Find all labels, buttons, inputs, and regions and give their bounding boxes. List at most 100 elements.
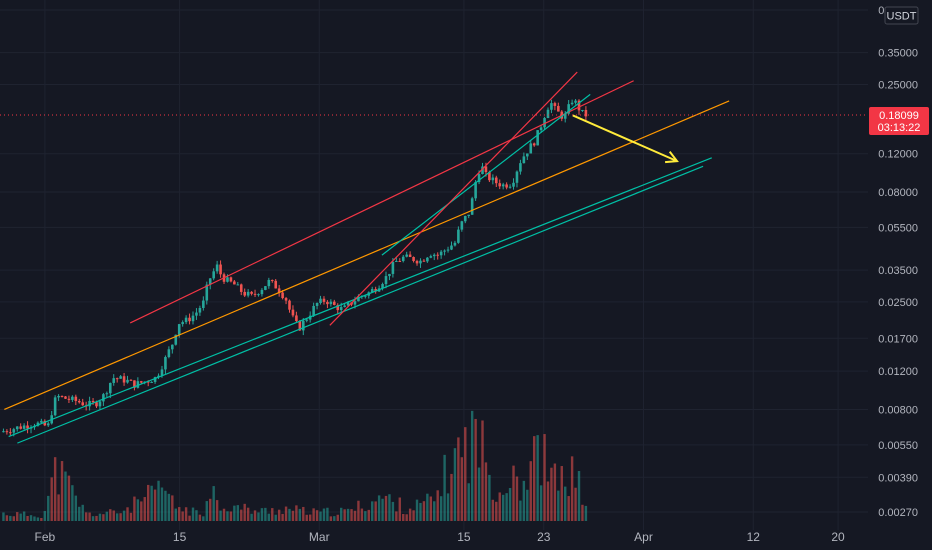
projection-arrow xyxy=(572,114,679,164)
volume-bar xyxy=(109,509,112,521)
candle xyxy=(574,99,577,105)
volume-bar xyxy=(222,508,226,521)
candle-body xyxy=(81,402,85,406)
volume-bar xyxy=(288,508,291,521)
volume-bar xyxy=(243,503,246,521)
volume-bar xyxy=(95,515,98,521)
volume-bar xyxy=(564,486,567,521)
candle-body xyxy=(370,289,374,293)
candle xyxy=(198,305,202,316)
candle-body xyxy=(515,171,519,183)
candle-body xyxy=(122,376,126,383)
candle xyxy=(133,380,136,391)
candle-body xyxy=(295,315,298,322)
candle xyxy=(336,303,340,315)
candle-body xyxy=(91,400,95,403)
volume-bar xyxy=(146,484,150,521)
volume-bar xyxy=(336,514,339,521)
candle-body xyxy=(133,380,136,388)
candle-body xyxy=(184,317,188,323)
volume-bar xyxy=(153,489,157,521)
volume-bar xyxy=(167,493,171,521)
volume-bar xyxy=(253,510,257,521)
volume-bar xyxy=(557,490,560,521)
volume-bar xyxy=(567,496,570,521)
candle-body xyxy=(388,273,391,277)
candle xyxy=(274,279,278,289)
candle xyxy=(250,291,253,296)
candle-body xyxy=(457,229,460,243)
volume-bar xyxy=(484,462,488,521)
price-axis[interactable]: 0.550000.350000.250000.120000.080000.055… xyxy=(868,0,932,530)
volume-bar xyxy=(298,508,302,521)
candle xyxy=(291,305,295,318)
candle xyxy=(277,285,281,297)
candle-body xyxy=(501,184,505,187)
arrow-head xyxy=(664,151,679,164)
volume-bar xyxy=(5,515,9,521)
candle xyxy=(129,379,133,381)
candle xyxy=(36,421,40,427)
grid xyxy=(0,0,868,530)
candle-body xyxy=(364,295,367,297)
candle xyxy=(439,249,443,259)
candle xyxy=(270,279,274,283)
candle-body xyxy=(15,426,19,430)
candle xyxy=(512,178,515,190)
volume-bar xyxy=(143,497,146,521)
volume-bar xyxy=(184,507,188,521)
candle-body xyxy=(329,301,333,305)
candle-body xyxy=(494,177,498,184)
candle-body xyxy=(333,301,336,305)
candle-body xyxy=(401,256,405,262)
candle-body xyxy=(336,304,340,311)
candle-body xyxy=(346,302,350,306)
candle-body xyxy=(422,260,426,262)
candle xyxy=(412,256,415,263)
candle-body xyxy=(164,357,167,370)
volume-bar xyxy=(102,514,105,521)
volume-bar xyxy=(212,486,215,521)
volume-bar xyxy=(257,512,260,521)
candle-body xyxy=(19,426,22,429)
candle xyxy=(463,215,467,224)
volume-bar xyxy=(446,493,450,521)
time-axis[interactable]: Feb 15 Mar 15 23 Apr 12 20 xyxy=(0,530,932,550)
candle xyxy=(71,395,74,403)
candle-body xyxy=(391,261,395,274)
volume-bar xyxy=(171,495,174,521)
volume-bar xyxy=(519,500,522,521)
candle-body xyxy=(5,431,9,433)
candle-body xyxy=(119,376,122,379)
candle xyxy=(491,174,495,185)
candle xyxy=(557,102,560,112)
volume-bar xyxy=(457,437,460,521)
candle-body xyxy=(126,379,129,383)
candle-body xyxy=(446,249,450,251)
candle-body xyxy=(467,214,471,216)
volume-bar xyxy=(364,511,367,521)
candle xyxy=(398,258,402,262)
candle-body xyxy=(105,393,109,395)
volume-bar xyxy=(443,454,446,521)
volume-bar xyxy=(60,461,64,521)
candle-body xyxy=(532,143,536,146)
candle xyxy=(67,395,71,404)
volume-bar xyxy=(36,517,40,521)
trendline xyxy=(4,100,730,410)
volume-bar xyxy=(377,495,381,521)
y-tick-label: 0.02500 xyxy=(878,297,918,309)
candle-body xyxy=(339,307,343,311)
volume-bar xyxy=(74,495,78,521)
candle-body xyxy=(539,127,543,131)
candle xyxy=(98,399,102,410)
x-tick-label: Mar xyxy=(309,530,330,544)
unit-badge[interactable]: USDT xyxy=(884,6,919,25)
volume-bar xyxy=(267,513,271,521)
y-tick-label: 0.01200 xyxy=(878,366,918,378)
candle xyxy=(419,258,422,268)
volume-bar xyxy=(395,511,398,521)
candle xyxy=(167,346,171,359)
candle-body xyxy=(171,344,174,350)
